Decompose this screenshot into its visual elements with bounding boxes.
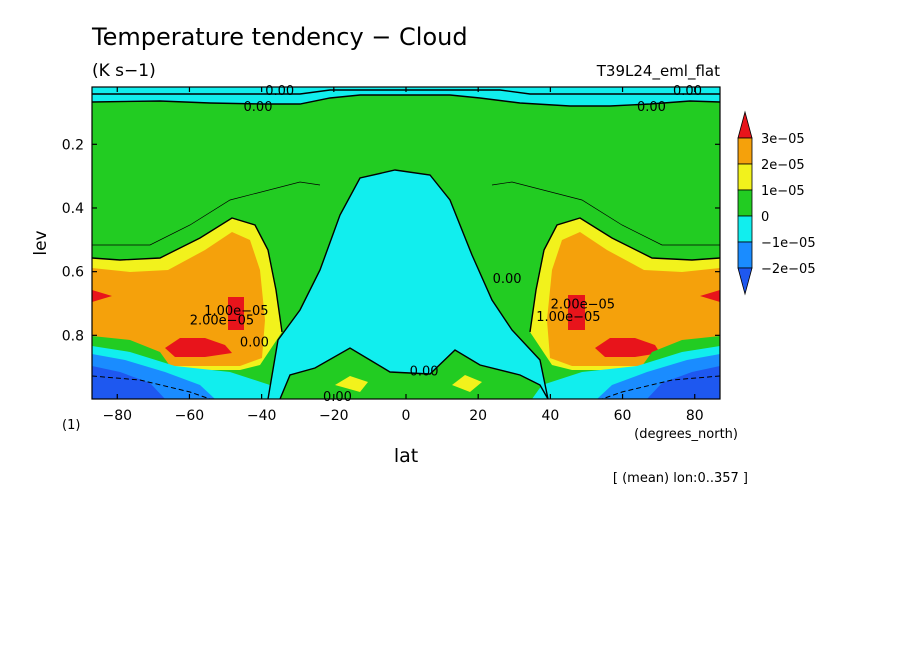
contour-label: 0.00 xyxy=(240,336,269,351)
colorbar-label: 0 xyxy=(761,210,769,225)
x-axis-units: (degrees_north) xyxy=(634,427,738,442)
colorbar-tip-bottom xyxy=(737,267,753,296)
region-red-sh xyxy=(165,338,232,357)
region-red-nh-small xyxy=(568,295,585,330)
contour-zero-low xyxy=(279,347,549,399)
x-axis-label: lat xyxy=(394,445,418,467)
contour-label: 2.00e−05 xyxy=(190,313,254,328)
colorbar-tip-top xyxy=(737,110,753,139)
colorbar-label: 3e−05 xyxy=(761,132,805,147)
x-tick-label: −60 xyxy=(175,408,205,424)
contour-label: 2.00e−05 xyxy=(551,297,615,312)
x-tick-label: −40 xyxy=(247,408,277,424)
contour-thin-nh xyxy=(491,181,720,246)
contour-dashed-nh xyxy=(601,375,720,399)
region-cyan-tropics xyxy=(268,170,548,399)
colorbar-swatch xyxy=(737,215,753,243)
chart-title: Temperature tendency − Cloud xyxy=(91,23,468,51)
contour-label: 0.00 xyxy=(493,272,522,287)
region-orange-nh xyxy=(547,232,720,366)
colorbar-swatch xyxy=(737,189,753,217)
colorbar-label: −2e−05 xyxy=(761,262,816,277)
y-tick-label: 0.2 xyxy=(62,137,84,153)
contour-label: 0.00 xyxy=(323,390,352,405)
contour-label: 1.00e−05 xyxy=(204,304,268,319)
colorbar-swatch xyxy=(737,163,753,191)
colorbar-label: −1e−05 xyxy=(761,236,816,251)
x-tick-label: 20 xyxy=(469,408,487,424)
contour-zero-top xyxy=(92,94,720,107)
units-label: (K s−1) xyxy=(92,61,156,81)
contour-label: 0.00 xyxy=(637,100,666,115)
region-orange-sh xyxy=(92,232,265,366)
contour-thin-sh xyxy=(92,181,321,246)
y-axis-label: lev xyxy=(31,230,51,255)
y-tick-label: 0.4 xyxy=(62,201,84,217)
x-tick-label: 80 xyxy=(686,408,704,424)
colorbar-swatch xyxy=(737,241,753,269)
x-axis: −80 −60 −40 −20 0 20 40 60 80 xyxy=(102,87,704,424)
contour-label: 0.00 xyxy=(244,100,273,115)
plot-area xyxy=(92,87,720,399)
contour-dashed-sh xyxy=(92,375,211,399)
region-red-sh-small xyxy=(228,297,244,330)
contour-yellow-nh xyxy=(529,217,720,333)
y-axis-units: (1) xyxy=(62,418,80,433)
region-red-sh-edge xyxy=(92,290,112,302)
contour-label-layer: 0.000.000.000.000.000.000.000.002.00e−05… xyxy=(190,84,702,405)
region-yellow-low-sh xyxy=(335,376,368,392)
region-darkblue-surface-sh xyxy=(92,366,165,399)
y-tick-label: 0.8 xyxy=(62,328,84,344)
experiment-label: T39L24_eml_flat xyxy=(596,62,720,81)
contour-label: 0.00 xyxy=(410,364,439,379)
contour-lines xyxy=(92,89,720,399)
contour-yellow-sh xyxy=(92,217,283,333)
region-darkblue-surface-nh xyxy=(647,366,720,399)
x-tick-label: −20 xyxy=(319,408,349,424)
colorbar: 3e−05 2e−05 1e−05 0 −1e−05 −2e−05 xyxy=(737,110,816,296)
x-tick-label: 0 xyxy=(402,408,411,424)
region-red-nh-edge xyxy=(700,290,720,302)
colorbar-label: 2e−05 xyxy=(761,158,805,173)
contour-zero-upper xyxy=(92,89,720,95)
contour-label: 1.00e−05 xyxy=(536,310,600,325)
region-yellow-low-nh xyxy=(452,375,482,392)
colorbar-swatch xyxy=(737,137,753,165)
x-tick-label: 60 xyxy=(614,408,632,424)
region-red-nh xyxy=(595,338,660,357)
y-tick-label: 0.6 xyxy=(62,265,84,281)
footnote: [ (mean) lon:0..357 ] xyxy=(613,471,748,486)
y-axis: 0.2 0.4 0.6 0.8 xyxy=(62,137,720,344)
colorbar-label: 1e−05 xyxy=(761,184,805,199)
contour-zero-tropics xyxy=(267,169,549,399)
contour-label: 0.00 xyxy=(265,84,294,99)
x-tick-label: −80 xyxy=(102,408,132,424)
x-tick-label: 40 xyxy=(541,408,559,424)
